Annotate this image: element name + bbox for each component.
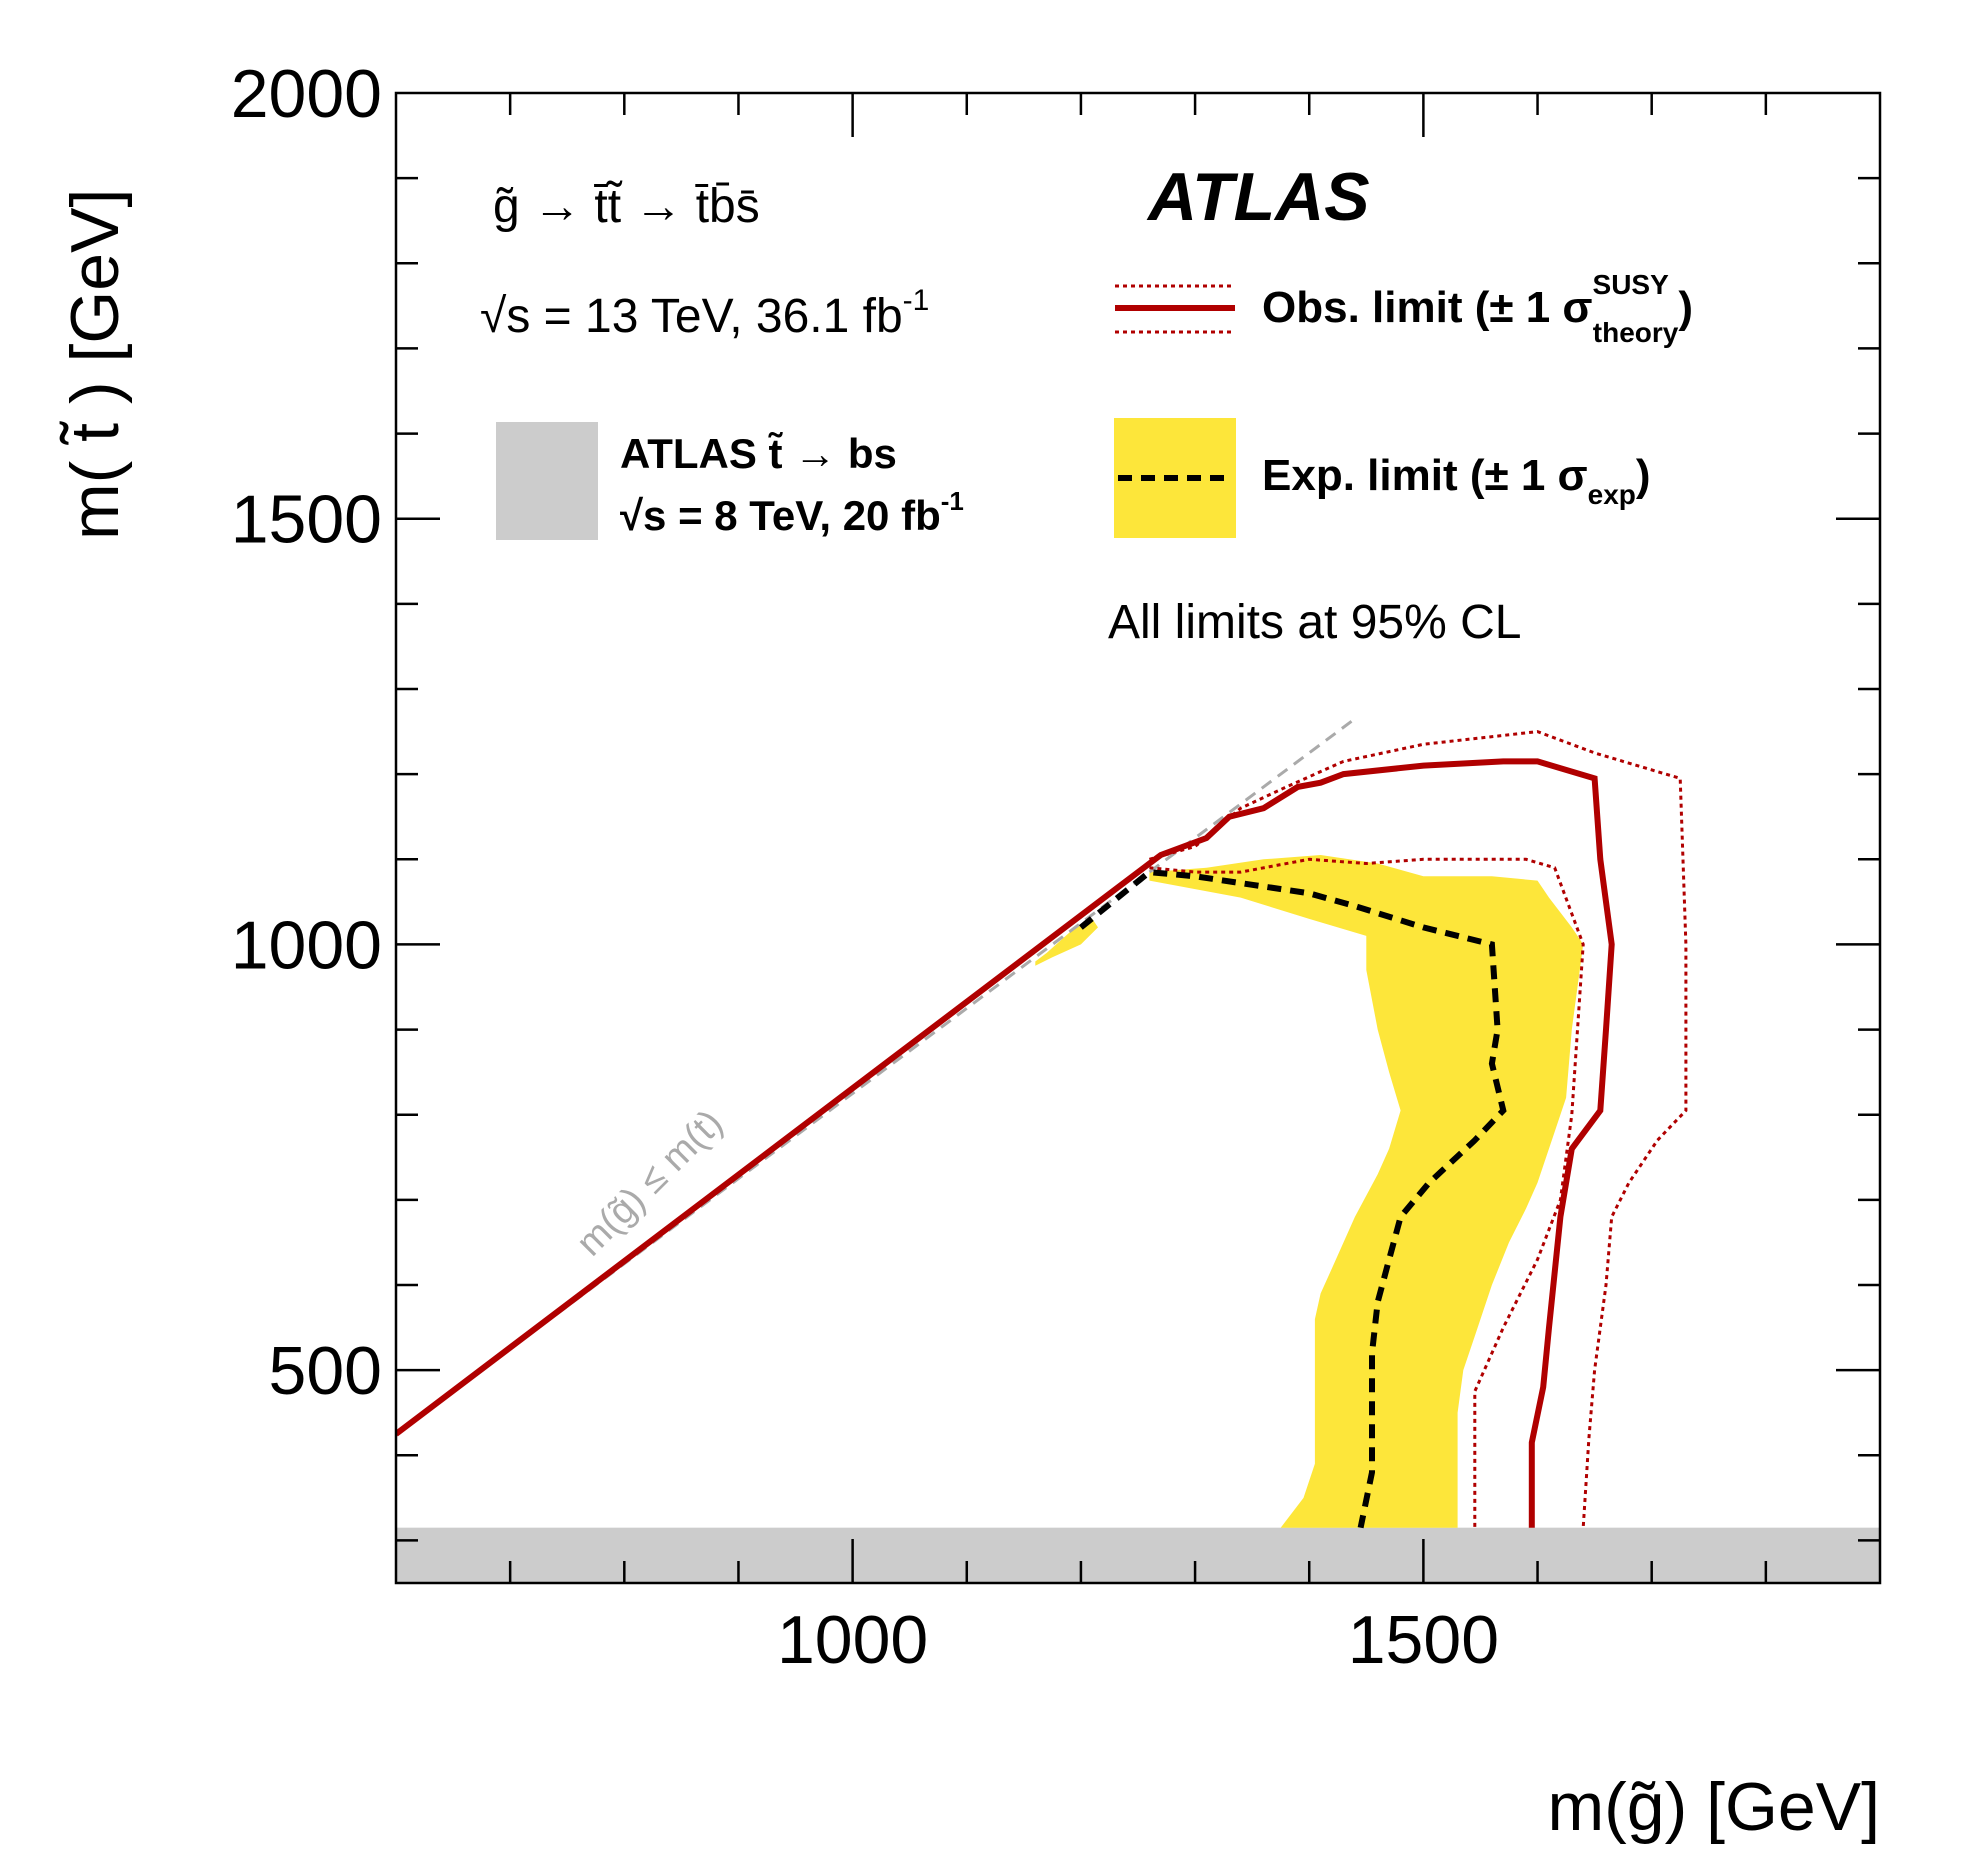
energy-label: √s = 13 TeV, 36.1 fb-1 [480,284,929,343]
atlas-label: ATLAS [1146,159,1370,235]
series-expected-limit [1079,869,1507,1529]
process-label: g̃ → t̄t̃ → t̄b̄s̄ [493,180,760,233]
cl-note: All limits at 95% CL [1108,596,1521,649]
legend-obs-text: Obs. limit (± 1 σSUSY theory) [1262,269,1693,348]
expected-limit-band-small [1035,918,1098,966]
y-tick-label: 1000 [231,907,382,983]
y-tick-label: 1500 [231,482,382,558]
expected-limit-band [1149,855,1584,1528]
y-axis-label: m( t̃ ) [GeV] [57,189,133,540]
series-observed-1-theory [1149,857,1585,1528]
plot-frame [394,91,1882,1585]
previous-exclusion-region [396,1527,1880,1583]
x-tick-label: 1500 [1348,1602,1499,1678]
axis-ticks [396,93,1880,1583]
axis-tick-labels: 1000 1500 500 1000 1500 2000 [231,56,1499,1678]
x-tick-label: 1000 [777,1602,928,1678]
legend-exp-text: Exp. limit (± 1 σexp) [1262,451,1651,510]
legend-prev-swatch [496,422,598,540]
y-tick-label: 500 [269,1333,382,1409]
series-observed-1-theory [1148,730,1688,1528]
x-axis-label: m(g̃) [GeV] [1548,1769,1881,1845]
legend-prev-line2: √s = 8 TeV, 20 fb-1 [620,486,964,539]
y-tick-label: 2000 [231,56,382,132]
legend-prev-line1: ATLAS t̃ → bs [620,430,897,477]
